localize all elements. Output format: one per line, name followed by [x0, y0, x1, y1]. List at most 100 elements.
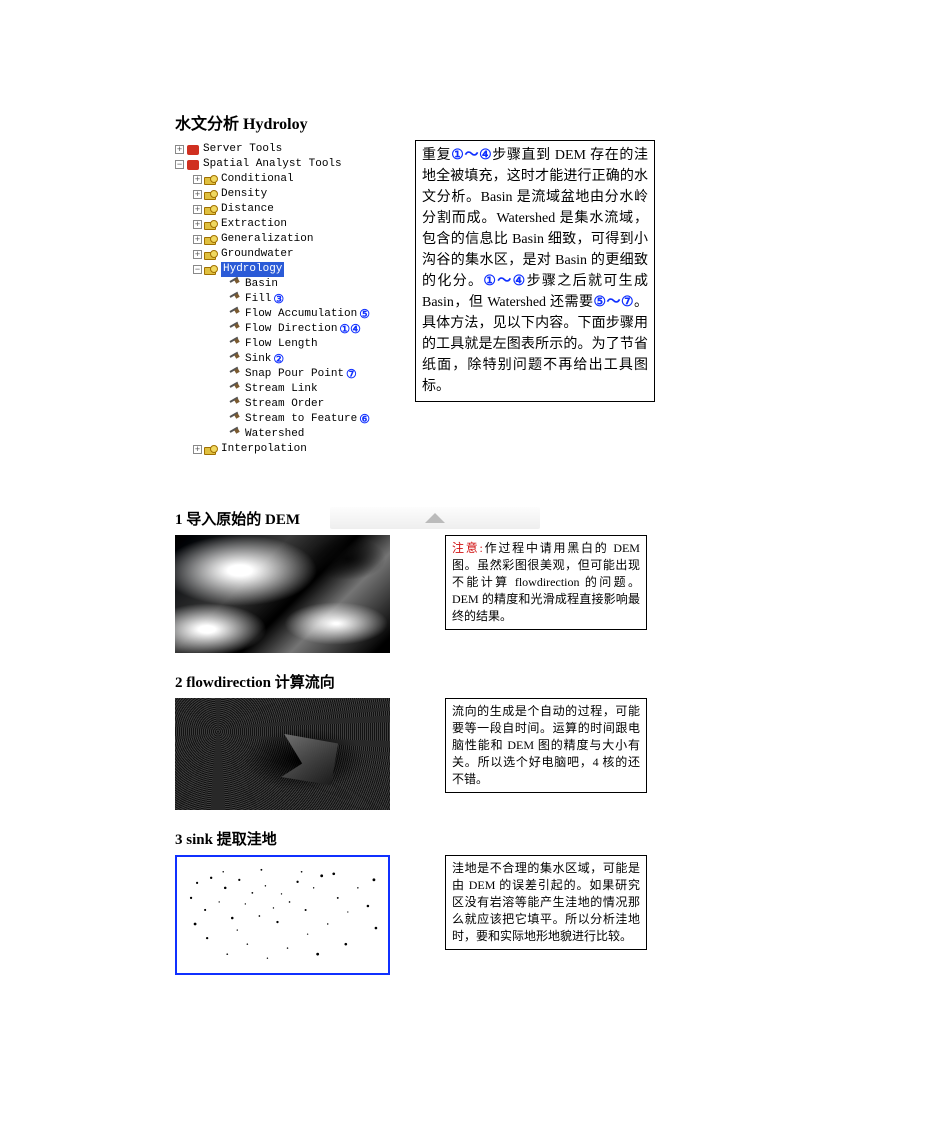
tree-row[interactable]: + Interpolation [175, 442, 405, 457]
heading-text: 3 sink 提取洼地 [175, 828, 277, 849]
step-number-badge: ② [273, 352, 284, 367]
tool-label: Basin [245, 277, 278, 292]
tree-tool-row[interactable]: Stream to Feature⑥ [175, 412, 405, 427]
hammer-icon [228, 279, 242, 291]
hammer-icon [228, 414, 242, 426]
txt-en: Basin [555, 253, 587, 268]
expand-icon[interactable]: + [193, 445, 202, 454]
toolbox-icon [186, 159, 200, 171]
step3-body: 洼地是不合理的集水区域，可能是由 DEM 的误差引起的。如果研究区没有岩溶等能产… [175, 855, 775, 975]
note-label: 注意: [452, 541, 483, 555]
tree-row[interactable]: +Distance [175, 202, 405, 217]
expand-icon[interactable]: + [193, 220, 202, 229]
tree-row[interactable]: − Spatial Analyst Tools [175, 157, 405, 172]
toolset-icon [204, 444, 218, 456]
collapse-icon[interactable]: − [175, 160, 184, 169]
sink-image [175, 855, 390, 975]
hammer-icon [228, 294, 242, 306]
hammer-icon [228, 354, 242, 366]
step3-heading: 3 sink 提取洼地 [175, 828, 775, 849]
expand-icon[interactable]: + [175, 145, 184, 154]
txt-en: DEM [265, 512, 300, 528]
tool-label: Stream Order [245, 397, 324, 412]
tree-label: Groundwater [221, 247, 294, 262]
tree-label: Server Tools [203, 142, 282, 157]
page-title: 水文分析 Hydroloy [175, 110, 775, 134]
intro-description: 重复①～④步骤直到 DEM 存在的洼地全被填充，这时才能进行正确的水文分析。Ba… [415, 140, 655, 402]
num: 2 [175, 675, 183, 691]
txt-en: flowdirection [186, 675, 271, 691]
intro-section: + Server Tools − Spatial Analyst Tools +… [175, 142, 775, 457]
tree-label: Spatial Analyst Tools [203, 157, 342, 172]
tree-tool-row[interactable]: Sink② [175, 352, 405, 367]
tool-label: Flow Direction [245, 322, 337, 337]
step-number-badge: ③ [273, 292, 284, 307]
tree-tool-row[interactable]: Stream Link [175, 382, 405, 397]
tool-label: Sink [245, 352, 271, 367]
tree-row[interactable]: + Generalization [175, 232, 405, 247]
txt-en: Watershed [496, 211, 555, 226]
sink-svg [177, 857, 388, 973]
tree-label: Generalization [221, 232, 313, 247]
tool-label: Stream to Feature [245, 412, 357, 427]
tree-tool-row[interactable]: Snap Pour Point⑦ [175, 367, 405, 382]
step-ref: ①～④ [483, 274, 526, 289]
dem-image [175, 535, 390, 653]
hammer-icon [228, 324, 242, 336]
expand-icon[interactable]: + [193, 235, 202, 244]
num: 3 [175, 832, 183, 848]
tree-tool-row[interactable]: Flow Direction①④ [175, 322, 405, 337]
toolbox-icon [186, 144, 200, 156]
tool-label: Watershed [245, 427, 304, 442]
txt-en: flowdirection [515, 575, 580, 589]
expand-icon[interactable]: + [193, 205, 202, 214]
tool-label: Flow Length [245, 337, 318, 352]
expand-icon[interactable]: + [193, 250, 202, 259]
txt: 重复 [422, 148, 451, 163]
tree-row[interactable]: + Groundwater [175, 247, 405, 262]
step1-body: 注意:作过程中请用黑白的 DEM 图。虽然彩图很美观，但可能出现不能计算 flo… [175, 535, 775, 653]
step1-note: 注意:作过程中请用黑白的 DEM 图。虽然彩图很美观，但可能出现不能计算 flo… [445, 535, 647, 630]
txt-en: Basin [512, 232, 544, 247]
tree-row[interactable]: + Server Tools [175, 142, 405, 157]
step-ref: ⑤～⑦ [593, 295, 634, 310]
tree-row-hydrology[interactable]: − Hydrology [175, 262, 405, 277]
txt-en: DEM [613, 541, 640, 555]
txt-en: DEM [507, 738, 534, 752]
tree-tool-row[interactable]: Basin [175, 277, 405, 292]
tree-tool-row[interactable]: Flow Accumulation⑤ [175, 307, 405, 322]
txt: 步骤直到 [492, 148, 555, 163]
hammer-icon [228, 339, 242, 351]
txt: 步骤之后就可生成 [527, 274, 648, 289]
tree-label: Conditional [221, 172, 294, 187]
tree-row[interactable]: + Extraction [175, 217, 405, 232]
expand-icon[interactable]: + [193, 190, 202, 199]
tree-tool-row[interactable]: Stream Order [175, 397, 405, 412]
step-number-badge: ⑥ [359, 412, 370, 427]
toolset-icon [204, 189, 218, 201]
tree-label: Density [221, 187, 267, 202]
tree-tool-row[interactable]: Watershed [175, 427, 405, 442]
tool-label: Stream Link [245, 382, 318, 397]
txt: 还需要 [546, 295, 593, 310]
expand-icon[interactable]: + [193, 175, 202, 184]
toolset-icon [204, 249, 218, 261]
document-page: 水文分析 Hydroloy + Server Tools − Spatial A… [0, 0, 945, 975]
tree-row[interactable]: + Conditional [175, 172, 405, 187]
txt-en: DEM [469, 878, 496, 892]
txt: 计算流向 [271, 675, 335, 691]
tree-tool-row[interactable]: Flow Length [175, 337, 405, 352]
tree-label-selected: Hydrology [221, 262, 284, 277]
hammer-icon [228, 384, 242, 396]
tree-label: Extraction [221, 217, 287, 232]
tree-tool-row[interactable]: Fill③ [175, 292, 405, 307]
collapse-icon[interactable]: − [193, 265, 202, 274]
tool-label: Flow Accumulation [245, 307, 357, 322]
step-number-badge: ①④ [339, 322, 361, 337]
tree-row[interactable]: + Density [175, 187, 405, 202]
txt-en: Watershed [487, 295, 546, 310]
toolset-icon [204, 234, 218, 246]
tree-label: Interpolation [221, 442, 307, 457]
collapse-triangle-icon[interactable] [330, 507, 540, 529]
num: 1 [175, 512, 183, 528]
